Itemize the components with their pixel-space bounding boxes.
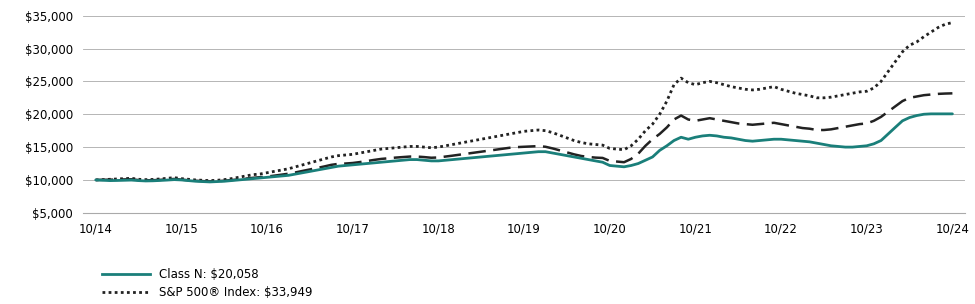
Legend: Class N: $20,058, S&P 500® Index: $33,949, Russell 3000® Value Index: $23,181: Class N: $20,058, S&P 500® Index: $33,94… <box>98 264 378 304</box>
